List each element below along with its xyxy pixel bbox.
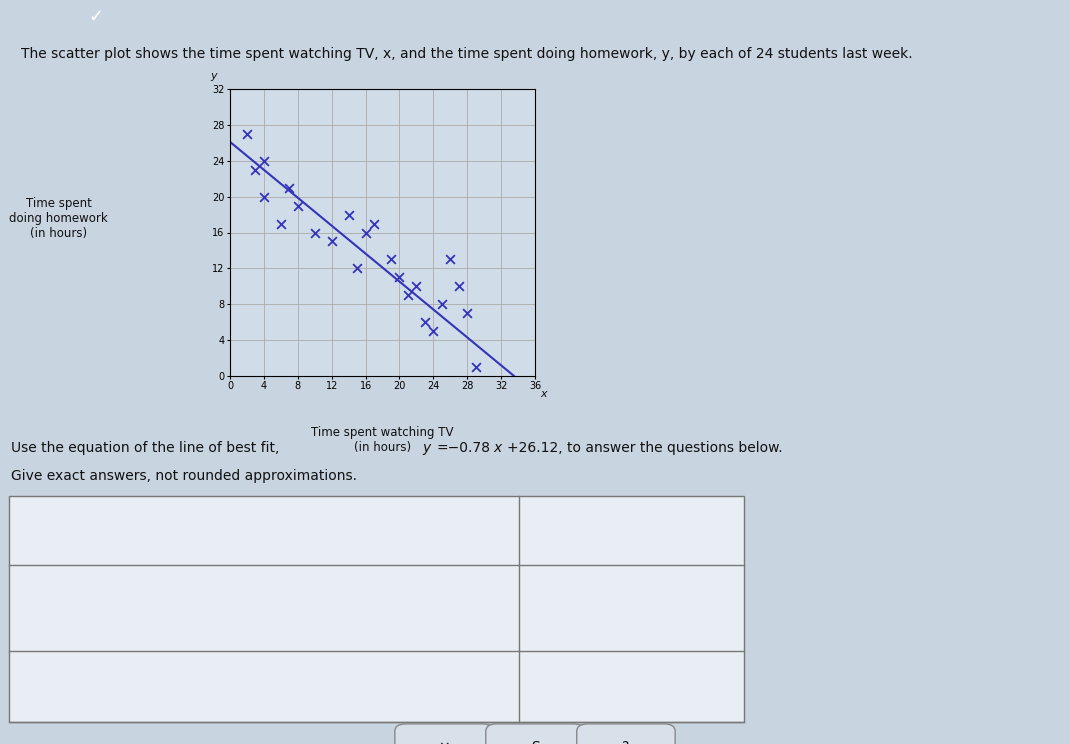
Point: [442, 254, 459, 266]
Text: Use the equation of the line of best fit,: Use the equation of the line of best fit…: [11, 441, 284, 455]
Text: +26.12, to answer the questions below.: +26.12, to answer the questions below.: [507, 441, 783, 455]
Point: [425, 325, 442, 337]
Text: (a) What is the predicted time spent doing homework for a
student who doesn't sp: (a) What is the predicted time spent doi…: [22, 517, 392, 545]
Text: y: y: [211, 71, 217, 81]
FancyBboxPatch shape: [541, 670, 580, 703]
Text: x: x: [540, 389, 547, 399]
Point: [408, 280, 425, 292]
Text: S: S: [531, 740, 539, 744]
Point: [459, 307, 476, 319]
Text: Give exact answers, not rounded approximations.: Give exact answers, not rounded approxim…: [11, 469, 356, 483]
Point: [340, 208, 357, 220]
Point: [357, 226, 374, 238]
Point: [399, 289, 416, 301]
Text: (b) For an increase of one hour in the time spent watching
TV, what is the predi: (b) For an increase of one hour in the t…: [22, 587, 391, 629]
Text: (c) What is the predicted time spent doing homework for a
student who spends 15 : (c) What is the predicted time spent doi…: [22, 673, 391, 700]
FancyBboxPatch shape: [541, 515, 580, 547]
Text: ?: ?: [623, 740, 629, 744]
Point: [247, 164, 264, 176]
Point: [416, 316, 433, 328]
Point: [239, 128, 256, 140]
Point: [323, 236, 340, 248]
Text: The scatter plot shows the time spent watching TV, x, and the time spent doing h: The scatter plot shows the time spent wa…: [21, 47, 913, 61]
Point: [391, 272, 408, 283]
Point: [280, 182, 297, 193]
Point: [256, 155, 273, 167]
Text: x: x: [493, 441, 502, 455]
Text: hours: hours: [597, 680, 632, 693]
Text: ✓: ✓: [89, 7, 104, 26]
Point: [306, 226, 323, 238]
Text: hours: hours: [597, 525, 632, 537]
Point: [289, 199, 306, 211]
Text: ×: ×: [439, 740, 449, 744]
Point: [468, 361, 485, 373]
Point: [382, 254, 399, 266]
Point: [256, 190, 273, 202]
Text: Time spent
doing homework
(in hours): Time spent doing homework (in hours): [10, 196, 108, 240]
Point: [433, 298, 450, 310]
Text: y: y: [423, 441, 431, 455]
FancyBboxPatch shape: [541, 587, 580, 629]
Point: [450, 280, 468, 292]
Text: hours: hours: [597, 602, 632, 615]
Point: [272, 217, 289, 229]
Point: [366, 217, 383, 229]
Point: [349, 263, 366, 275]
Text: Time spent watching TV
(in hours): Time spent watching TV (in hours): [311, 426, 454, 455]
Text: =−0.78: =−0.78: [437, 441, 490, 455]
